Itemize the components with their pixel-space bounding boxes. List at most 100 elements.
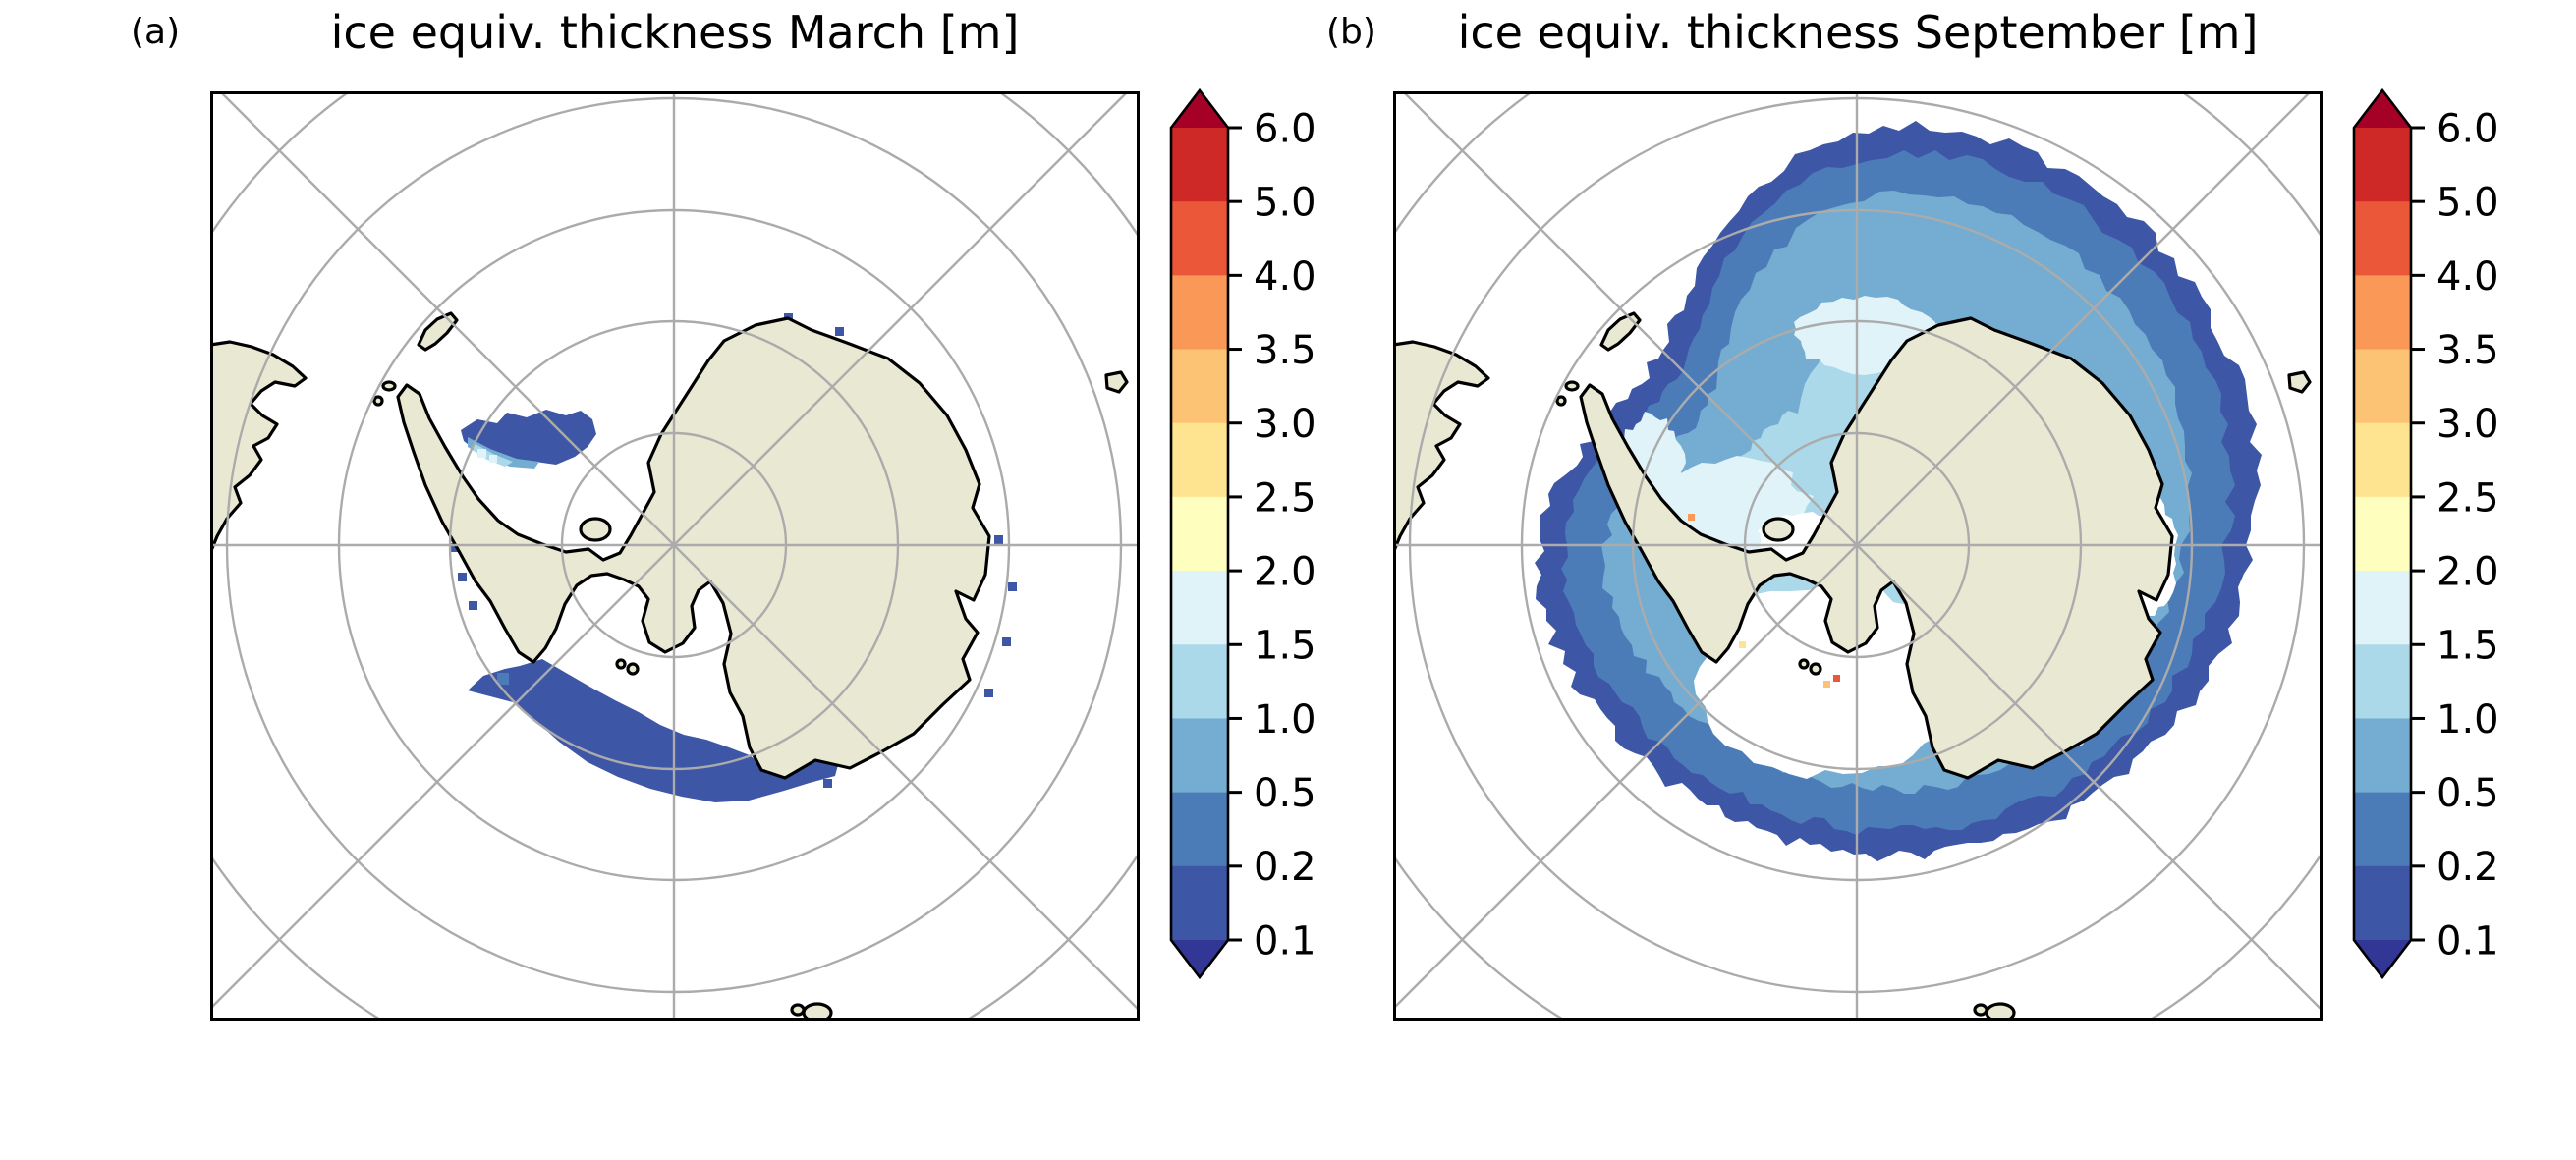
ross-islet [1809, 662, 1822, 676]
colorbar-extend-max-arrow [1171, 90, 1228, 128]
colorbar-segment [2354, 496, 2411, 572]
colorbar-segment [1171, 644, 1228, 720]
ice-speck [994, 535, 1003, 544]
colorbar-segment [2354, 865, 2411, 941]
ice-speck [1739, 641, 1746, 648]
bottom-edge-island [790, 1003, 806, 1017]
ice-speck [1008, 582, 1017, 591]
south-america-tip [210, 340, 308, 555]
colorbar-tick-label: 3.5 [1254, 328, 1316, 373]
colorbar-tick-label: 1.5 [2436, 624, 2499, 669]
landmasses [210, 311, 1129, 1021]
weddell-thicker-ice [468, 437, 539, 469]
colorbar-tick-label: 0.1 [1254, 918, 1316, 964]
peninsula-tip-island [381, 380, 397, 392]
colorbar: 6.0 5.0 4.0 3.5 3.0 2.5 2.0 1.5 1.0 0.5 0.2 0.1 [2352, 88, 2499, 980]
ice-speck [469, 601, 477, 610]
colorbar-tick-label: 2.5 [1254, 475, 1316, 521]
colorbar-segment [1171, 718, 1228, 794]
colorbar-tick-label: 4.0 [2436, 254, 2499, 300]
map-panel-september [1393, 91, 2323, 1021]
colorbar-segment [2354, 571, 2411, 645]
antarctica-coastline [1579, 316, 2174, 780]
colorbar-tick-label: 5.0 [1254, 181, 1316, 226]
graticule [1393, 91, 2323, 1021]
south-georgia-island [1599, 311, 1642, 352]
colorbar: 6.0 5.0 4.0 3.5 3.0 2.5 2.0 1.5 1.0 0.5 0.2 0.1 [1169, 88, 1316, 980]
ice-speck [1823, 681, 1830, 688]
colorbar-tick-label: 0.1 [2436, 918, 2499, 964]
berkner-island [1762, 517, 1795, 542]
colorbar-tick-label: 0.2 [1254, 845, 1316, 890]
graticule [210, 91, 1140, 1021]
colorbar-segment [1171, 865, 1228, 941]
colorbar-extend-min-arrow [1171, 940, 1228, 977]
colorbar-segment [2354, 128, 2411, 202]
colorbar-segment [1171, 349, 1228, 424]
meridian-line [1393, 91, 2313, 1011]
peninsula-tip-island [372, 395, 384, 407]
amundsen-ross-ice-patch [468, 659, 839, 802]
ice-speck [1002, 637, 1011, 646]
peninsula-tip-island [1555, 395, 1567, 407]
colorbar-segment [1171, 571, 1228, 645]
ross-islet [626, 662, 640, 676]
colorbar-tick-label: 2.0 [2436, 549, 2499, 594]
colorbar-segment [2354, 275, 2411, 351]
colorbar-tick-label: 0.2 [2436, 845, 2499, 890]
colorbar-segment [1171, 275, 1228, 351]
colorbar-tick-label: 5.0 [2436, 181, 2499, 226]
antarctica-coastline [396, 316, 991, 780]
colorbar-tick-label: 4.0 [1254, 254, 1316, 300]
ice-speck [823, 779, 832, 788]
ice-speck [1833, 675, 1840, 682]
ice-speck [1688, 514, 1695, 521]
colorbar-segment [1171, 496, 1228, 572]
colorbar-tick-label: 2.5 [2436, 475, 2499, 521]
colorbar-tick-label: 1.5 [1254, 624, 1316, 669]
colorbar-segment [2354, 644, 2411, 720]
colorbar-segment [1171, 792, 1228, 867]
colorbar-segment [2354, 792, 2411, 867]
bottom-edge-island [1973, 1003, 1988, 1017]
ice-speck [489, 455, 497, 463]
ice-speck [477, 449, 486, 458]
colorbar-segment [2354, 349, 2411, 424]
panel-title-a: ice equiv. thickness March [m] [330, 6, 1020, 59]
colorbar-segment [1171, 201, 1228, 276]
peninsula-tip-island [1564, 380, 1580, 392]
panel-border [1393, 91, 2323, 1021]
berkner-island [579, 517, 612, 542]
colorbar-march: 6.0 5.0 4.0 3.5 3.0 2.5 2.0 1.5 1.0 0.5 0.2 0.1 [1169, 88, 1316, 980]
colorbar-tick-label: 3.5 [2436, 328, 2499, 373]
south-georgia-island [417, 311, 459, 352]
meridian-line [210, 91, 1130, 1011]
colorbar-segment [1171, 128, 1228, 202]
colorbar-tick-label: 0.5 [1254, 771, 1316, 816]
ice-speck [800, 772, 809, 781]
colorbar-segment [2354, 422, 2411, 498]
ross-islet [615, 658, 627, 670]
ice-speck [458, 573, 467, 581]
colorbar-tick-label: 1.0 [2436, 697, 2499, 743]
colorbar-tick-label: 6.0 [2436, 106, 2499, 151]
panel-title-b: ice equiv. thickness September [m] [1457, 6, 2259, 59]
panel-label-b: (b) [1326, 12, 1376, 52]
colorbar-tick-label: 0.5 [2436, 771, 2499, 816]
small-island-east [2287, 370, 2312, 394]
colorbar-tick-label: 1.0 [1254, 697, 1316, 743]
landmasses [1393, 311, 2312, 1021]
small-island-east [1104, 370, 1129, 394]
panel-label-a: (a) [131, 12, 181, 52]
colorbar-segment [2354, 201, 2411, 276]
colorbar-segment [2354, 718, 2411, 794]
sea-ice-field-march [451, 313, 1017, 802]
colorbar-tick-label: 3.0 [2436, 402, 2499, 447]
colorbar-extend-max-arrow [2354, 90, 2411, 128]
panel-border [210, 91, 1140, 1021]
colorbar-tick-label: 6.0 [1254, 106, 1316, 151]
ice-speck [835, 327, 844, 336]
ross-islet [1798, 658, 1810, 670]
colorbar-extend-min-arrow [2354, 940, 2411, 977]
colorbar-segment [1171, 422, 1228, 498]
